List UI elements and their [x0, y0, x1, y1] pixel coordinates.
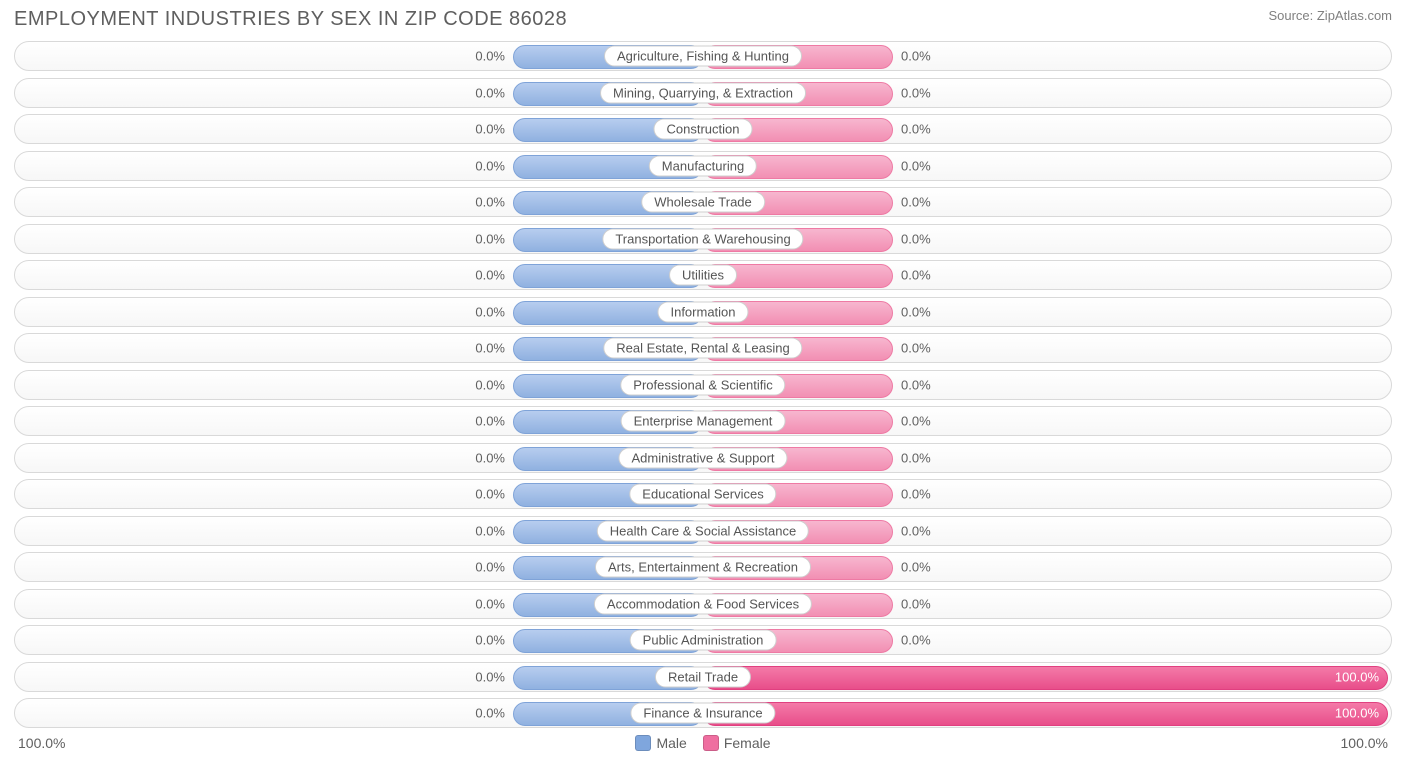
category-label: Enterprise Management	[621, 411, 786, 432]
male-pct-label: 0.0%	[475, 49, 505, 64]
female-bar	[703, 666, 1388, 690]
category-label: Arts, Entertainment & Recreation	[595, 557, 811, 578]
chart-row: Transportation & Warehousing 0.0% 0.0%	[14, 224, 1392, 254]
chart-row: Retail Trade 0.0% 100.0%	[14, 662, 1392, 692]
chart-row: Finance & Insurance 0.0% 100.0%	[14, 698, 1392, 728]
category-label: Mining, Quarrying, & Extraction	[600, 82, 806, 103]
female-pct-label: 0.0%	[901, 122, 931, 137]
legend-swatch	[703, 735, 719, 751]
category-label: Real Estate, Rental & Leasing	[603, 338, 802, 359]
male-pct-label: 0.0%	[475, 706, 505, 721]
female-pct-label: 0.0%	[901, 49, 931, 64]
male-pct-label: 0.0%	[475, 158, 505, 173]
chart-row: Wholesale Trade 0.0% 0.0%	[14, 187, 1392, 217]
female-pct-label: 0.0%	[901, 487, 931, 502]
category-label: Accommodation & Food Services	[594, 593, 812, 614]
female-pct-label: 0.0%	[901, 158, 931, 173]
male-pct-label: 0.0%	[475, 231, 505, 246]
female-pct-label: 100.0%	[1335, 706, 1379, 721]
female-bar	[703, 702, 1388, 726]
male-pct-label: 0.0%	[475, 341, 505, 356]
legend-label: Male	[656, 735, 686, 751]
male-pct-label: 0.0%	[475, 195, 505, 210]
female-pct-label: 0.0%	[901, 377, 931, 392]
chart-footer: 100.0% Male Female 100.0%	[18, 735, 1388, 751]
male-pct-label: 0.0%	[475, 633, 505, 648]
chart-row: Arts, Entertainment & Recreation 0.0% 0.0%	[14, 552, 1392, 582]
category-label: Manufacturing	[649, 155, 757, 176]
chart-row: Enterprise Management 0.0% 0.0%	[14, 406, 1392, 436]
axis-right-label: 100.0%	[1341, 735, 1388, 751]
female-pct-label: 0.0%	[901, 304, 931, 319]
female-pct-label: 0.0%	[901, 450, 931, 465]
category-label: Professional & Scientific	[620, 374, 785, 395]
female-pct-label: 0.0%	[901, 85, 931, 100]
legend-label: Female	[724, 735, 771, 751]
axis-left-label: 100.0%	[18, 735, 65, 751]
female-pct-label: 0.0%	[901, 414, 931, 429]
chart-source: Source: ZipAtlas.com	[1268, 8, 1392, 23]
male-pct-label: 0.0%	[475, 122, 505, 137]
chart-area: Agriculture, Fishing & Hunting0.0%0.0%Mi…	[14, 41, 1392, 728]
category-label: Educational Services	[629, 484, 776, 505]
chart-row: Accommodation & Food Services 0.0% 0.0%	[14, 589, 1392, 619]
category-label: Transportation & Warehousing	[602, 228, 803, 249]
category-label: Wholesale Trade	[641, 192, 765, 213]
chart-row: Educational Services 0.0% 0.0%	[14, 479, 1392, 509]
category-label: Administrative & Support	[618, 447, 787, 468]
category-label: Health Care & Social Assistance	[597, 520, 809, 541]
male-pct-label: 0.0%	[475, 377, 505, 392]
male-pct-label: 0.0%	[475, 268, 505, 283]
chart-row: Administrative & Support 0.0% 0.0%	[14, 443, 1392, 473]
male-pct-label: 0.0%	[475, 450, 505, 465]
chart-row: Construction 0.0% 0.0%	[14, 114, 1392, 144]
chart-row: Agriculture, Fishing & Hunting 0.0% 0.0%	[14, 41, 1392, 71]
category-label: Information	[657, 301, 748, 322]
chart-row: Public Administration 0.0% 0.0%	[14, 625, 1392, 655]
category-label: Retail Trade	[655, 666, 751, 687]
chart-row: Real Estate, Rental & Leasing 0.0% 0.0%	[14, 333, 1392, 363]
female-pct-label: 0.0%	[901, 268, 931, 283]
female-pct-label: 0.0%	[901, 560, 931, 575]
category-label: Finance & Insurance	[630, 703, 775, 724]
chart-row: Utilities 0.0% 0.0%	[14, 260, 1392, 290]
category-label: Public Administration	[630, 630, 777, 651]
male-pct-label: 0.0%	[475, 523, 505, 538]
female-pct-label: 0.0%	[901, 231, 931, 246]
category-label: Construction	[654, 119, 753, 140]
legend: Male Female	[635, 735, 770, 751]
chart-row: Manufacturing 0.0% 0.0%	[14, 151, 1392, 181]
male-pct-label: 0.0%	[475, 487, 505, 502]
legend-item: Female	[703, 735, 771, 751]
chart-row: Health Care & Social Assistance 0.0% 0.0%	[14, 516, 1392, 546]
category-label: Utilities	[669, 265, 737, 286]
male-pct-label: 0.0%	[475, 414, 505, 429]
chart-row: Professional & Scientific 0.0% 0.0%	[14, 370, 1392, 400]
female-pct-label: 0.0%	[901, 596, 931, 611]
chart-row: Information 0.0% 0.0%	[14, 297, 1392, 327]
male-pct-label: 0.0%	[475, 596, 505, 611]
female-pct-label: 0.0%	[901, 523, 931, 538]
female-pct-label: 0.0%	[901, 341, 931, 356]
female-pct-label: 0.0%	[901, 633, 931, 648]
male-pct-label: 0.0%	[475, 669, 505, 684]
chart-title: EMPLOYMENT INDUSTRIES BY SEX IN ZIP CODE…	[14, 8, 567, 31]
female-pct-label: 0.0%	[901, 195, 931, 210]
category-label: Agriculture, Fishing & Hunting	[604, 46, 802, 67]
legend-swatch	[635, 735, 651, 751]
chart-header: EMPLOYMENT INDUSTRIES BY SEX IN ZIP CODE…	[0, 0, 1406, 35]
male-pct-label: 0.0%	[475, 560, 505, 575]
male-pct-label: 0.0%	[475, 85, 505, 100]
legend-item: Male	[635, 735, 686, 751]
male-pct-label: 0.0%	[475, 304, 505, 319]
female-pct-label: 100.0%	[1335, 669, 1379, 684]
chart-row: Mining, Quarrying, & Extraction 0.0% 0.0%	[14, 78, 1392, 108]
